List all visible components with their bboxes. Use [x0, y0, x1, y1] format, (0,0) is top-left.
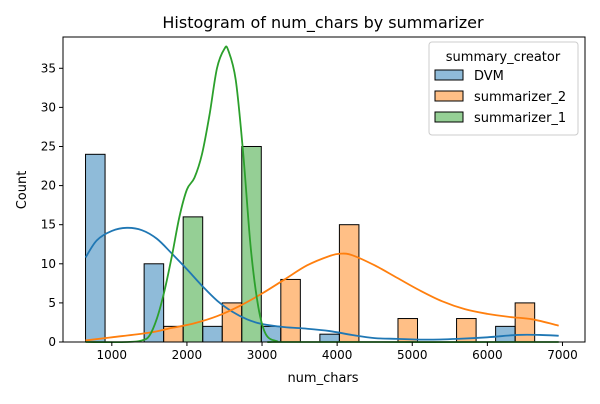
legend-items: DVM summarizer_2 summarizer_1 [434, 69, 566, 126]
y-axis-label: Count [15, 171, 30, 210]
x-tick-label: 6000 [472, 348, 503, 362]
kde-layer [84, 45, 559, 344]
histogram-bar [280, 278, 301, 343]
y-tick-label: 5 [48, 296, 56, 310]
chart-title: Histogram of num_chars by summarizer [162, 13, 484, 33]
histogram-bar [495, 325, 516, 343]
histogram-bar [202, 325, 223, 343]
y-tick-label: 15 [41, 218, 56, 232]
y-tick-label: 10 [41, 257, 56, 271]
legend-label: summarizer_1 [474, 111, 566, 126]
x-axis-label: num_chars [287, 371, 358, 386]
histogram-bar [319, 333, 340, 343]
y-tick-label: 30 [41, 100, 56, 114]
histogram-bar [85, 153, 106, 343]
y-tick-label: 0 [48, 335, 56, 349]
y-tick-label: 35 [41, 61, 56, 75]
bars-layer [85, 145, 536, 343]
x-tick-label: 4000 [322, 348, 353, 362]
x-tick-label: 1000 [97, 348, 128, 362]
kde-curve-summarizer_2 [85, 252, 559, 342]
y-tick-label: 25 [41, 139, 56, 153]
plot-frame [62, 36, 586, 343]
legend-label: DVM [474, 69, 504, 84]
kde-curve-summarizer_1 [85, 45, 559, 344]
legend: summary_creator DVM summarizer_2 summarize… [428, 41, 579, 136]
y-tick-label: 20 [41, 179, 56, 193]
legend-swatch [434, 90, 464, 102]
x-tick-label: 3000 [247, 348, 278, 362]
histogram-bar [514, 302, 536, 343]
axes-layer: 1000 2000 3000 4000 5000 6000 7000 0 5 10 15 20 25 30… [41, 36, 586, 362]
legend-swatch [434, 69, 464, 81]
legend-swatch [434, 111, 464, 123]
x-tick-label: 7000 [547, 348, 578, 362]
x-tick-label: 2000 [172, 348, 203, 362]
legend-label: summarizer_2 [474, 90, 566, 105]
x-tick-label: 5000 [397, 348, 428, 362]
legend-frame [428, 41, 579, 136]
histogram-bar [338, 224, 360, 343]
legend-title: summary_creator [446, 50, 561, 65]
